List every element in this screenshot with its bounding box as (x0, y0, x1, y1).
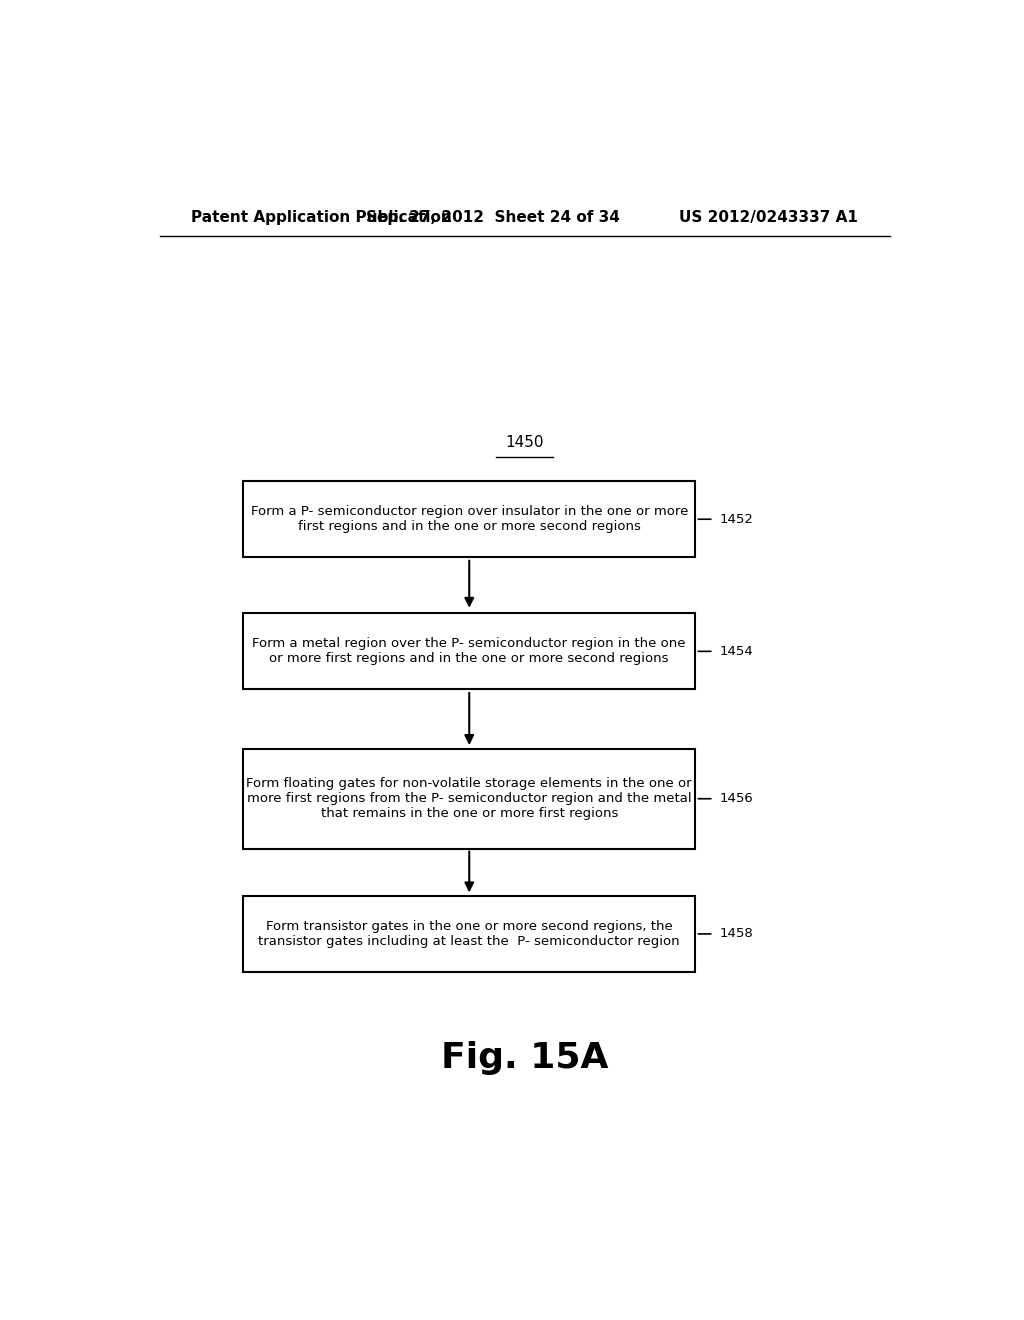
Text: 1450: 1450 (506, 436, 544, 450)
Text: US 2012/0243337 A1: US 2012/0243337 A1 (679, 210, 858, 224)
FancyBboxPatch shape (243, 896, 695, 972)
FancyBboxPatch shape (243, 614, 695, 689)
Text: Form floating gates for non-volatile storage elements in the one or
more first r: Form floating gates for non-volatile sto… (247, 777, 692, 820)
Text: Patent Application Publication: Patent Application Publication (191, 210, 453, 224)
Text: 1454: 1454 (720, 645, 754, 657)
Text: Fig. 15A: Fig. 15A (441, 1041, 608, 1074)
Text: Form transistor gates in the one or more second regions, the
transistor gates in: Form transistor gates in the one or more… (258, 920, 680, 948)
Text: 1456: 1456 (720, 792, 754, 805)
FancyBboxPatch shape (243, 748, 695, 849)
Text: Form a P- semiconductor region over insulator in the one or more
first regions a: Form a P- semiconductor region over insu… (251, 506, 688, 533)
Text: Form a metal region over the P- semiconductor region in the one
or more first re: Form a metal region over the P- semicond… (253, 638, 686, 665)
Text: 1458: 1458 (720, 928, 754, 940)
Text: Sep. 27, 2012  Sheet 24 of 34: Sep. 27, 2012 Sheet 24 of 34 (367, 210, 620, 224)
FancyBboxPatch shape (243, 480, 695, 557)
Text: 1452: 1452 (720, 512, 754, 525)
